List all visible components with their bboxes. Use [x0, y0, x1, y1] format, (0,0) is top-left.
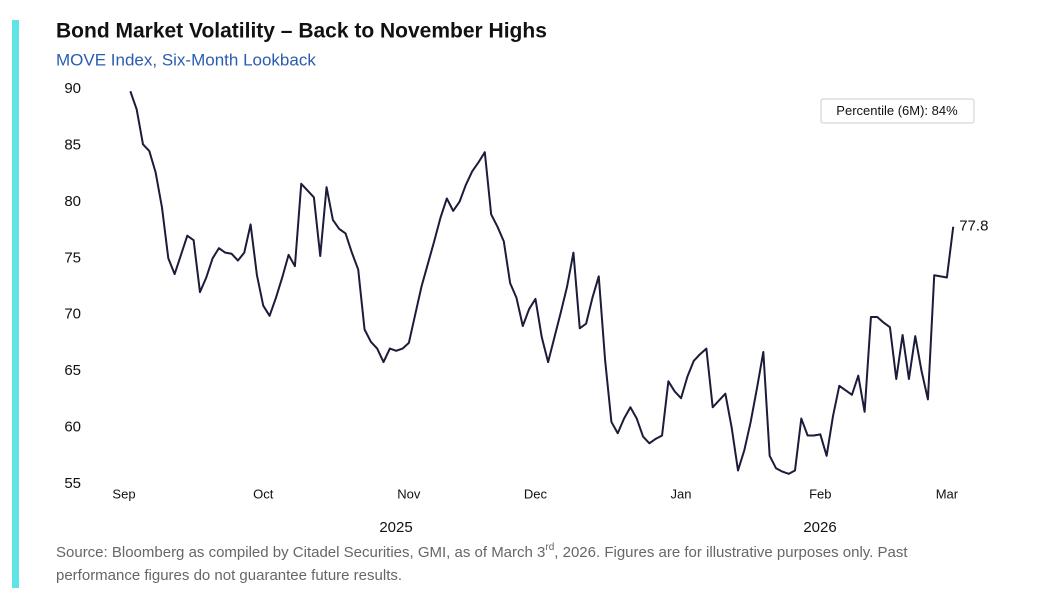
x-tick-label: Mar	[936, 486, 959, 501]
y-tick-label: 65	[64, 362, 81, 379]
source-part: , 2026. Figures are for illustrative pur…	[554, 544, 908, 561]
x-tick-label: Feb	[809, 486, 831, 501]
y-tick-label: 55	[64, 475, 81, 492]
chart-title: Bond Market Volatility – Back to Novembe…	[56, 20, 547, 43]
series-line	[129, 90, 955, 475]
x-group-label: 2026	[803, 519, 836, 536]
end-value-label: 77.8	[959, 218, 988, 235]
y-tick-label: 60	[64, 419, 81, 436]
annotation: Percentile (6M): 84%	[836, 103, 958, 118]
source-note: performance figures do not guarantee fut…	[56, 567, 402, 584]
x-tick-label: Jan	[671, 486, 692, 501]
x-tick-label: Dec	[524, 486, 548, 501]
x-tick-label: Sep	[112, 486, 135, 501]
source-superscript: rd	[545, 542, 554, 553]
y-tick-label: 85	[64, 136, 81, 153]
source-part: Source: Bloomberg as compiled by Citadel…	[56, 544, 545, 561]
source-note: Source: Bloomberg as compiled by Citadel…	[56, 542, 908, 561]
x-tick-label: Oct	[253, 486, 274, 501]
chart-subtitle: MOVE Index, Six-Month Lookback	[56, 50, 316, 69]
annotation-box	[820, 98, 975, 124]
y-tick-label: 75	[64, 249, 81, 266]
accent-bar	[12, 20, 19, 588]
x-group-label: 2025	[379, 519, 412, 536]
y-tick-label: 80	[64, 193, 81, 210]
x-tick-label: Nov	[397, 486, 421, 501]
y-tick-label: 90	[64, 80, 81, 97]
y-tick-label: 70	[64, 306, 81, 323]
